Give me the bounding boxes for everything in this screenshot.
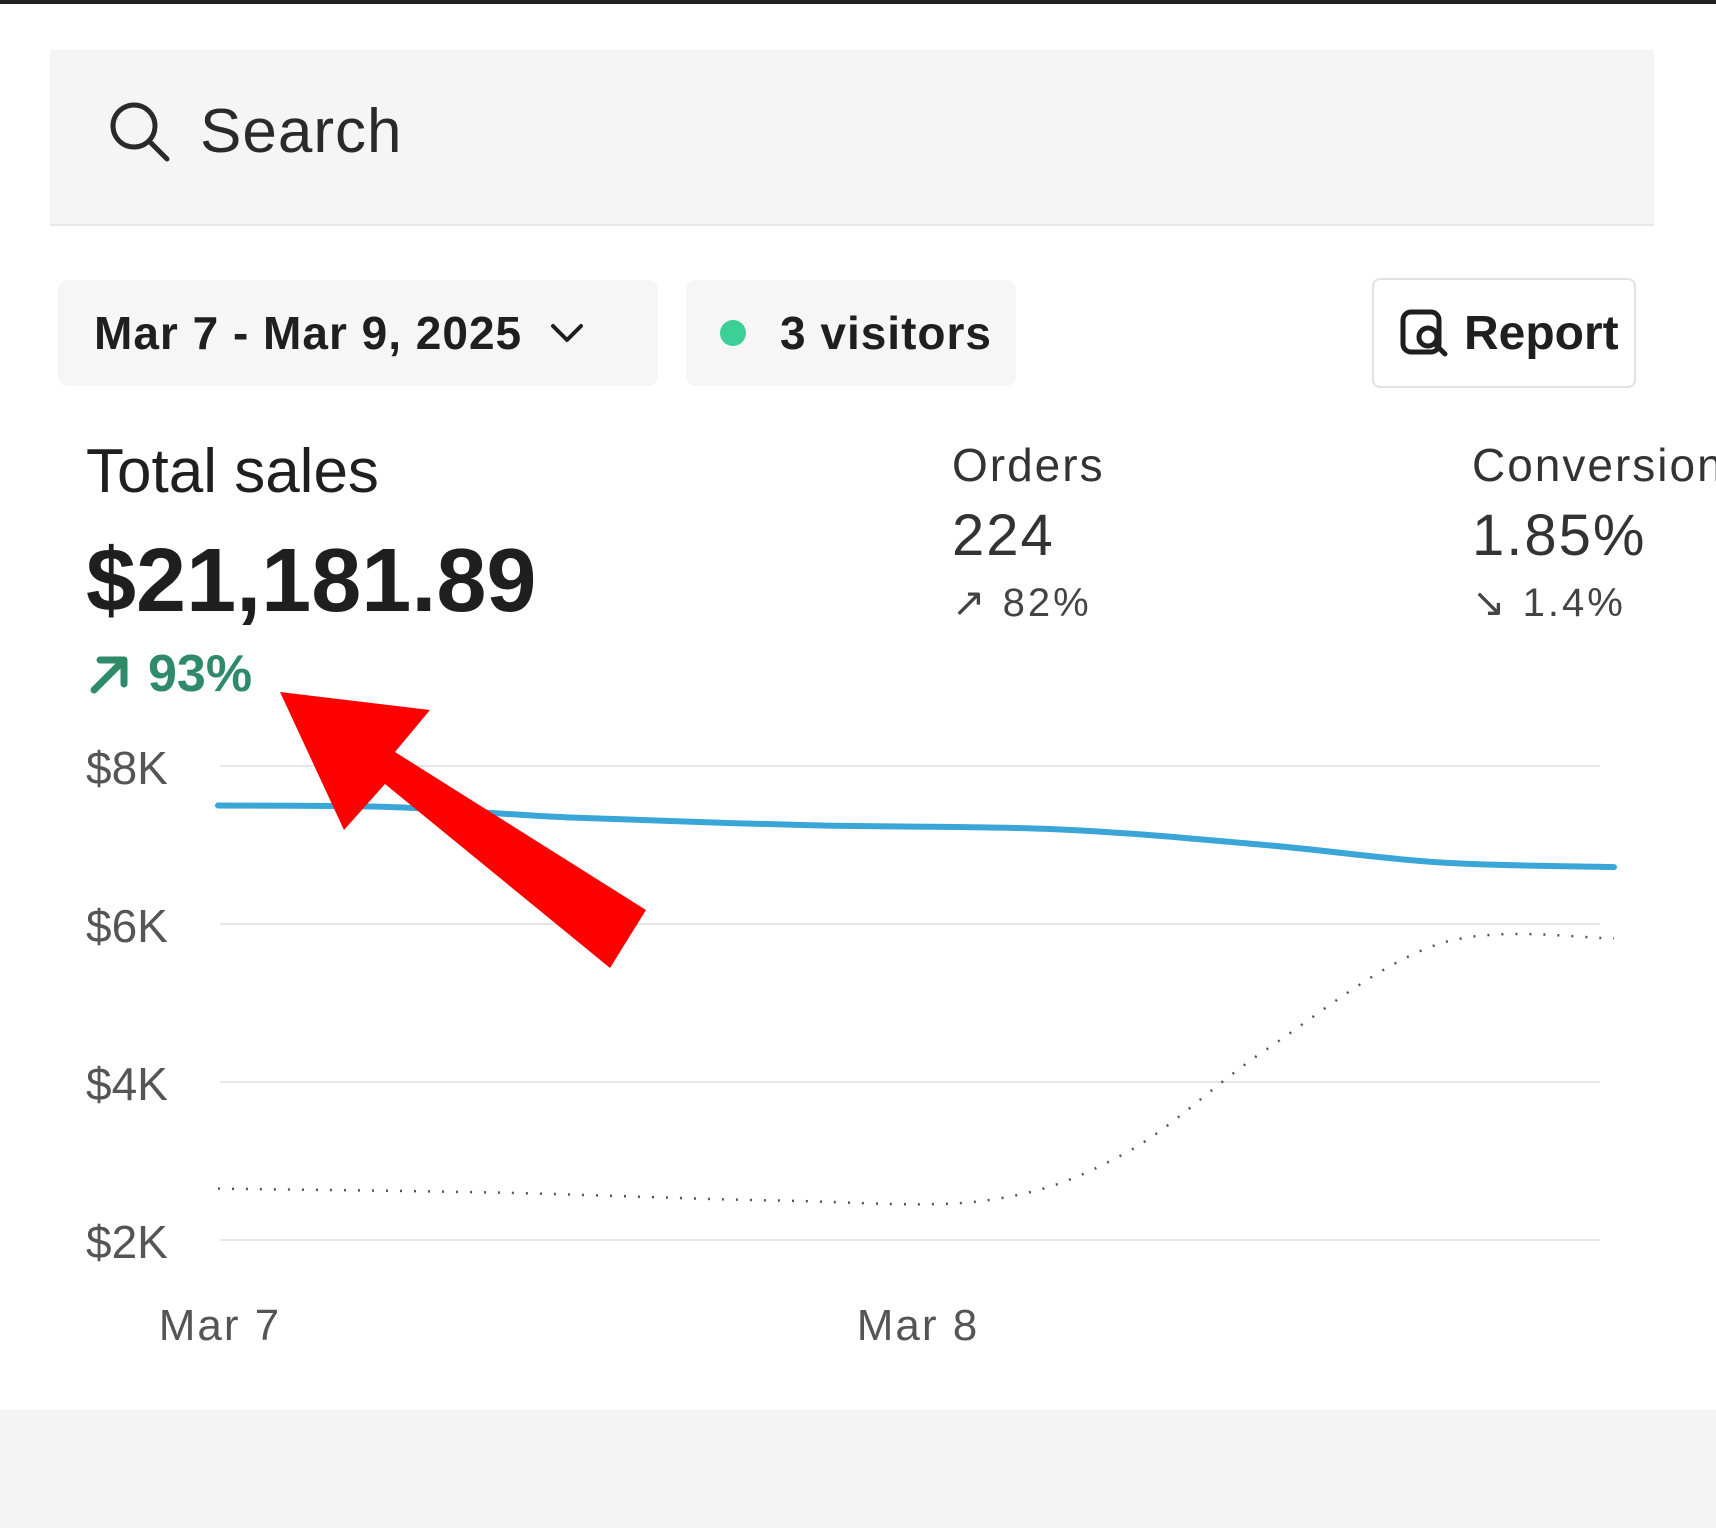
chevron-down-icon [551, 324, 584, 342]
y-tick-label: $2K [86, 1216, 168, 1268]
comparison-series-line [217, 932, 1615, 1206]
total-sales-label[interactable]: Total sales [86, 437, 379, 506]
orders-value: 224 [952, 503, 1055, 568]
conversion-label[interactable]: Conversion [1472, 439, 1716, 491]
arrow-up-right-icon: ↗ [952, 581, 1003, 625]
total-sales-value: $21,181.89 [86, 531, 537, 631]
search-input[interactable]: Search [200, 97, 403, 166]
orders-change-value: 82% [1002, 581, 1092, 625]
y-tick-label: $6K [86, 900, 168, 952]
y-tick-label: $8K [86, 742, 168, 794]
current-series-line [215, 802, 1617, 871]
arrow-down-right-icon: ↘ [1472, 581, 1523, 625]
orders-label[interactable]: Orders [952, 439, 1105, 491]
bottom-band [0, 1410, 1716, 1528]
total-sales-change-value: 93% [148, 645, 253, 703]
search-icon [110, 102, 170, 162]
live-visitors-badge[interactable]: 3 visitors [686, 280, 1016, 386]
arrow-up-right-icon [90, 656, 128, 694]
top-border [0, 0, 1716, 4]
total-sales-change: 93% [88, 644, 252, 704]
date-range-label: Mar 7 - Mar 9, 2025 [94, 307, 523, 359]
live-status-dot [720, 320, 746, 346]
conversion-change-value: 1.4% [1522, 581, 1626, 625]
conversion-value: 1.85% [1472, 503, 1647, 568]
annotation-arrow [280, 692, 646, 968]
search-bar[interactable] [50, 50, 1654, 226]
visitors-count: 3 visitors [780, 307, 992, 359]
orders-change: ↗ 82% [952, 580, 1092, 626]
y-tick-label: $4K [86, 1058, 168, 1110]
report-button[interactable]: Report [1372, 278, 1636, 388]
x-tick-label: Mar 8 [857, 1301, 979, 1350]
x-tick-label: Mar 7 [159, 1301, 281, 1350]
report-label: Report [1464, 306, 1619, 360]
report-icon [1400, 309, 1448, 357]
date-range-picker[interactable]: Mar 7 - Mar 9, 2025 [58, 280, 658, 386]
conversion-change: ↘ 1.4% [1472, 580, 1626, 626]
